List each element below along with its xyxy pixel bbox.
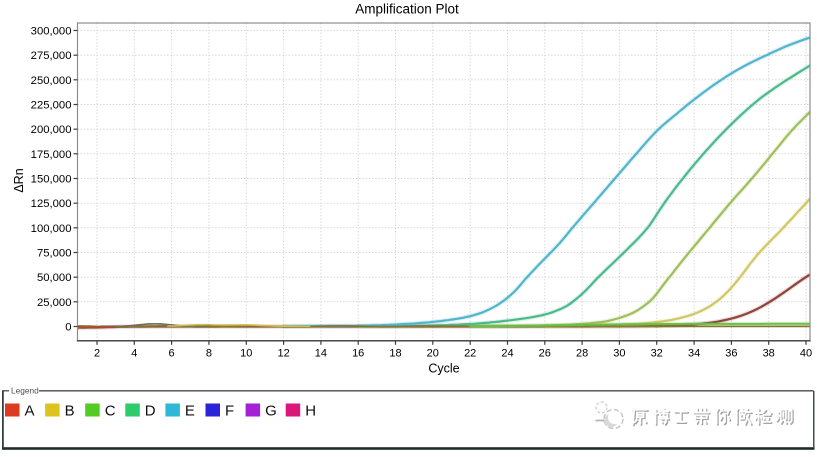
- svg-text:150,000: 150,000: [31, 174, 72, 186]
- svg-text:10: 10: [240, 348, 252, 360]
- svg-text:D: D: [145, 403, 156, 420]
- svg-text:38: 38: [763, 348, 775, 360]
- svg-text:100,000: 100,000: [31, 223, 72, 235]
- svg-text:H: H: [305, 403, 316, 420]
- svg-text:B: B: [65, 403, 75, 420]
- svg-text:2: 2: [94, 348, 100, 360]
- svg-text:C: C: [105, 403, 116, 420]
- svg-text:0: 0: [65, 322, 71, 334]
- svg-text:32: 32: [651, 348, 663, 360]
- svg-text:36: 36: [725, 348, 737, 360]
- svg-text:E: E: [185, 403, 195, 420]
- svg-text:Legend: Legend: [11, 385, 39, 395]
- svg-text:250,000: 250,000: [31, 75, 72, 87]
- svg-text:14: 14: [315, 348, 327, 360]
- svg-text:G: G: [265, 403, 277, 420]
- svg-text:75,000: 75,000: [37, 248, 72, 260]
- svg-text:24: 24: [501, 348, 513, 360]
- svg-text:Cycle: Cycle: [428, 362, 459, 376]
- svg-text:4: 4: [131, 348, 137, 360]
- svg-text:30: 30: [613, 348, 625, 360]
- svg-text:275,000: 275,000: [31, 50, 72, 62]
- svg-text:50,000: 50,000: [37, 272, 72, 284]
- svg-text:ΔRn: ΔRn: [12, 168, 26, 192]
- svg-text:Amplification Plot: Amplification Plot: [355, 2, 459, 17]
- svg-text:40: 40: [800, 348, 812, 360]
- svg-text:225,000: 225,000: [31, 100, 72, 112]
- svg-text:22: 22: [464, 348, 476, 360]
- svg-text:A: A: [25, 403, 35, 420]
- svg-text:6: 6: [169, 348, 175, 360]
- svg-text:F: F: [225, 403, 234, 420]
- svg-text:26: 26: [539, 348, 551, 360]
- svg-text:300,000: 300,000: [31, 26, 72, 38]
- svg-text:8: 8: [206, 348, 212, 360]
- svg-text:28: 28: [576, 348, 588, 360]
- svg-text:12: 12: [277, 348, 289, 360]
- svg-text:175,000: 175,000: [31, 149, 72, 161]
- svg-text:34: 34: [688, 348, 700, 360]
- svg-text:25,000: 25,000: [37, 297, 72, 309]
- svg-text:125,000: 125,000: [31, 198, 72, 210]
- svg-text:16: 16: [352, 348, 364, 360]
- svg-text:18: 18: [389, 348, 401, 360]
- svg-text:200,000: 200,000: [31, 124, 72, 136]
- svg-text:20: 20: [427, 348, 439, 360]
